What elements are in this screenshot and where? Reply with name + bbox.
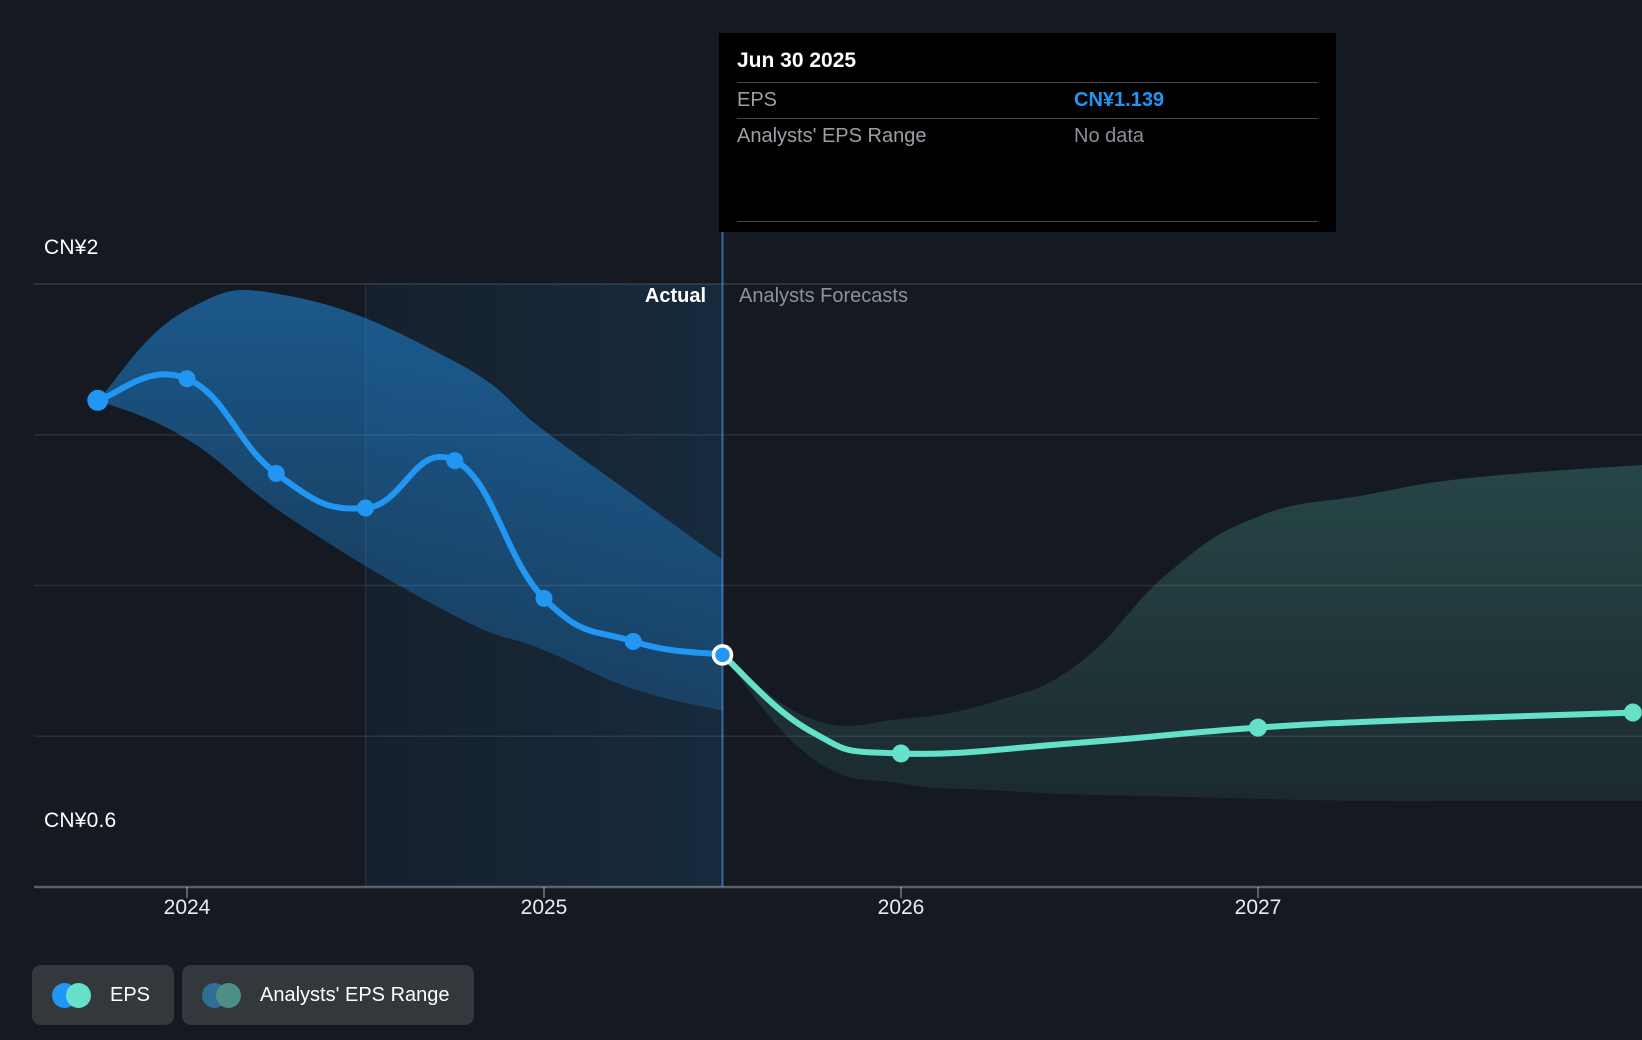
chart-legend: EPS Analysts' EPS Range [32,965,474,1025]
tooltip-range-value: No data [1074,125,1145,147]
forecast-zone-label: Analysts Forecasts [739,285,908,307]
eps-data-point[interactable] [624,632,642,650]
eps-teal-dot-icon [66,982,91,1008]
legend-item-eps[interactable]: EPS [32,965,175,1025]
tooltip-eps-label: EPS [737,89,778,111]
y-axis-min-label: CN¥0.6 [44,809,117,832]
x-tick-label-2027: 2027 [1234,896,1282,919]
range-teal-dot-icon [216,982,242,1008]
eps-data-point[interactable] [178,370,196,388]
tooltip-divider [737,221,1318,222]
actual-zone-label: Actual [644,285,706,307]
hovered-data-point[interactable] [711,644,734,666]
eps-data-point[interactable] [446,452,464,470]
legend-range-label: Analysts' EPS Range [260,983,450,1006]
chart-tooltip: Jun 30 2025 EPS CN¥1.139 Analysts' EPS R… [719,33,1336,232]
tooltip-row-eps-range: Analysts' EPS Range No data [737,118,1318,154]
y-axis-max-label: CN¥2 [44,236,99,259]
eps-data-point[interactable] [267,465,285,483]
eps-actual-line [94,371,726,658]
x-tick-label-2026: 2026 [877,896,925,919]
legend-item-analysts-eps-range[interactable]: Analysts' EPS Range [182,965,474,1025]
forecast-data-point[interactable] [892,744,910,763]
eps-data-point[interactable] [535,589,553,607]
eps-data-point[interactable] [357,499,374,517]
tooltip-eps-value: CN¥1.139 [1074,89,1165,111]
tooltip-row-eps: EPS CN¥1.139 [737,82,1318,118]
x-tick-label-2024: 2024 [163,896,211,919]
tooltip-date: Jun 30 2025 [737,49,857,72]
forecast-data-point[interactable] [1249,718,1267,737]
eps-forecast-line [719,651,1636,757]
forecast-data-point[interactable] [1623,703,1642,722]
tooltip-range-label: Analysts' EPS Range [737,125,927,147]
x-tick-label-2025: 2025 [520,896,568,919]
actual-eps-band [97,290,723,711]
eps-data-point[interactable] [87,389,109,411]
legend-eps-label: EPS [110,983,151,1006]
